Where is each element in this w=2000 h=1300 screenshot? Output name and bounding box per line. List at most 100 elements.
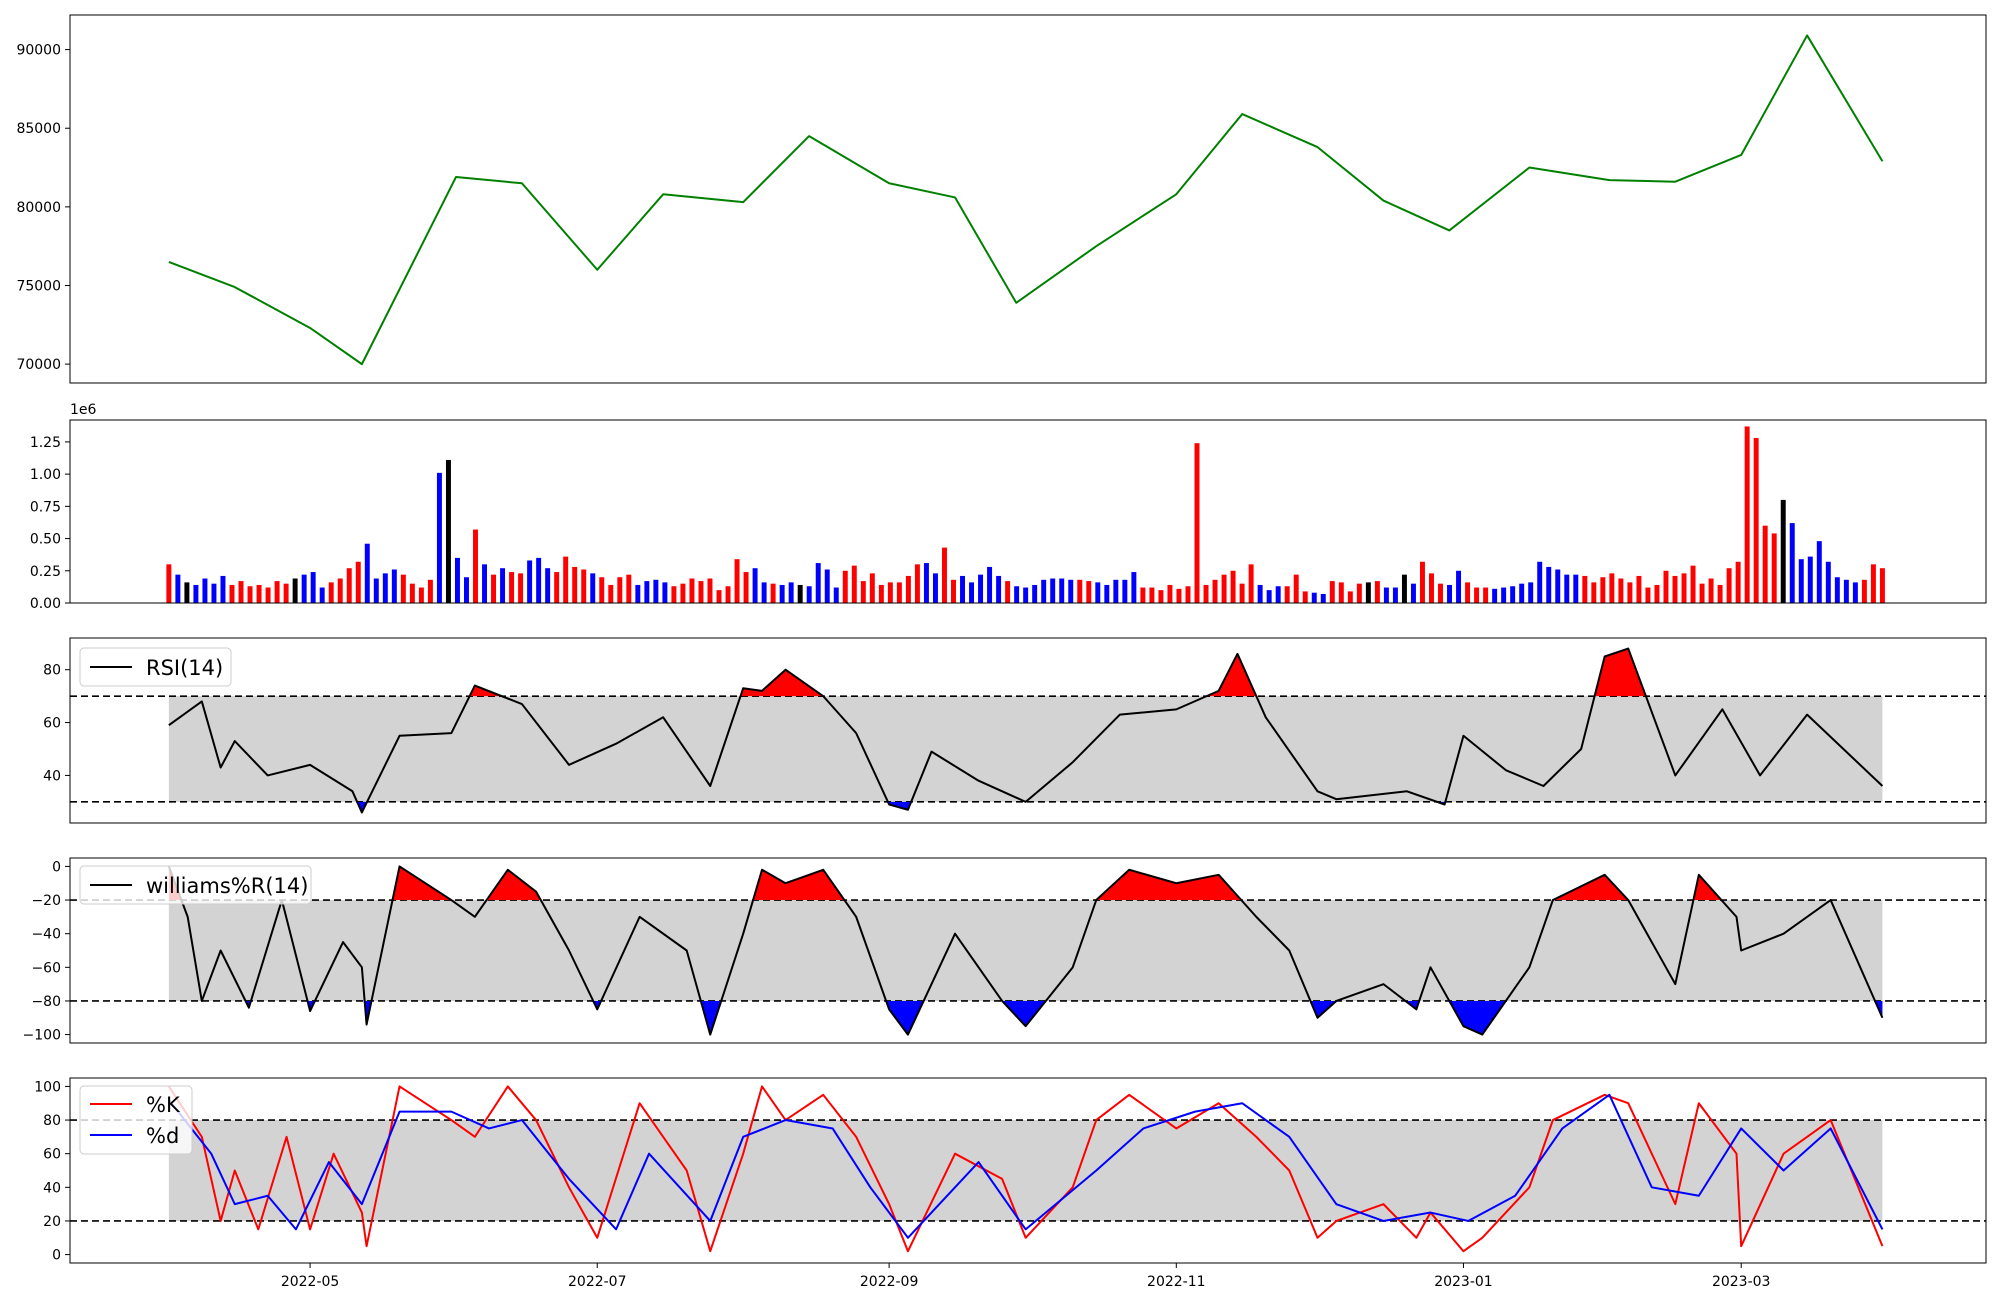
volume-bar bbox=[815, 563, 821, 603]
volume-bar bbox=[662, 582, 668, 603]
volume-bar bbox=[373, 578, 379, 603]
volume-bar bbox=[1410, 583, 1416, 603]
volume-bar bbox=[1230, 570, 1236, 603]
volume-bar bbox=[1293, 574, 1299, 603]
volume-bar bbox=[391, 569, 397, 603]
date-xtick-label: 2022-07 bbox=[568, 1274, 627, 1290]
volume-bar bbox=[337, 578, 343, 603]
volume-bar bbox=[680, 583, 686, 603]
volume-bar bbox=[1807, 556, 1813, 603]
rsi-axes-frame bbox=[69, 637, 1987, 824]
volume-bar bbox=[1095, 582, 1101, 603]
price-ytick-label: 90000 bbox=[16, 43, 61, 59]
volume-bar bbox=[996, 575, 1002, 603]
volume-bar bbox=[1113, 579, 1119, 603]
volume-bar bbox=[833, 587, 839, 603]
williams-overbought-fill bbox=[486, 869, 541, 901]
volume-bar bbox=[617, 577, 623, 603]
volume-bar bbox=[454, 557, 460, 603]
volume-bar bbox=[797, 584, 803, 603]
volume-bar bbox=[1510, 586, 1516, 603]
volume-bar bbox=[229, 584, 235, 603]
volume-bar bbox=[1176, 588, 1182, 603]
volume-bar bbox=[860, 581, 866, 603]
volume-bar bbox=[1474, 587, 1480, 603]
volume-bar bbox=[193, 584, 199, 603]
volume-bar bbox=[310, 572, 316, 603]
williams-ytick-label: −20 bbox=[31, 893, 61, 909]
volume-bar bbox=[1465, 582, 1471, 603]
volume-bar bbox=[1447, 584, 1453, 603]
volume-bar bbox=[1681, 573, 1687, 603]
volume-bar bbox=[319, 587, 325, 603]
date-xtick-label: 2022-11 bbox=[1147, 1274, 1206, 1290]
volume-bar bbox=[608, 584, 614, 603]
volume-bar bbox=[1023, 587, 1029, 603]
volume-bar bbox=[761, 582, 767, 603]
rsi-legend: RSI(14) bbox=[79, 647, 232, 687]
volume-bar bbox=[1600, 577, 1606, 603]
volume-bar bbox=[346, 568, 352, 603]
volume-bar bbox=[969, 582, 975, 603]
price-line bbox=[168, 34, 1884, 366]
volume-bar bbox=[1789, 523, 1795, 603]
volume-bar bbox=[1735, 561, 1741, 603]
volume-bar bbox=[1591, 582, 1597, 603]
williams-overbought-fill bbox=[1693, 874, 1722, 901]
rsi-overbought-fill bbox=[1594, 648, 1646, 697]
volume-bar bbox=[1401, 574, 1407, 603]
williams-panel: −100 −80 −60 −40 −20 0 williams%R(14) bbox=[23, 857, 1987, 1044]
volume-bar bbox=[978, 574, 984, 603]
volume-bar bbox=[1203, 584, 1209, 603]
volume-bar bbox=[482, 564, 487, 603]
volume-bar bbox=[1356, 583, 1362, 603]
stochastic-ytick-label: 0 bbox=[52, 1248, 61, 1264]
date-x-axis: 2022-05 2022-07 2022-09 2022-11 2023-01 2023-… bbox=[281, 1263, 1770, 1290]
volume-bar bbox=[1077, 579, 1083, 603]
volume-bar bbox=[1212, 579, 1218, 603]
volume-bar bbox=[563, 556, 569, 603]
volume-bar bbox=[1041, 579, 1047, 603]
volume-bar bbox=[716, 590, 722, 603]
rsi-oversold-fill bbox=[357, 801, 368, 813]
williams-oversold-fill bbox=[886, 1000, 924, 1035]
volume-bar bbox=[626, 574, 632, 603]
volume-bar bbox=[1050, 578, 1056, 603]
price-axes-frame bbox=[69, 14, 1987, 384]
volume-bar bbox=[698, 581, 704, 603]
volume-bar bbox=[1528, 582, 1534, 603]
volume-bar bbox=[725, 586, 731, 603]
volume-bar bbox=[1699, 583, 1705, 603]
volume-bar bbox=[1870, 564, 1876, 603]
williams-oversold-fill bbox=[1449, 1000, 1506, 1035]
volume-bar bbox=[554, 572, 560, 603]
volume-bar bbox=[1546, 566, 1552, 603]
volume-bar bbox=[1059, 578, 1065, 603]
volume-bar bbox=[355, 561, 361, 603]
volume-axes-frame bbox=[69, 419, 1987, 604]
volume-bar bbox=[1311, 592, 1317, 603]
volume-bar bbox=[941, 547, 947, 603]
k-legend-label: %K bbox=[146, 1093, 181, 1117]
volume-plot-area bbox=[166, 426, 1885, 603]
williams-band-fill bbox=[168, 900, 1883, 1001]
volume-bar bbox=[1672, 575, 1678, 603]
volume-bar bbox=[1257, 584, 1263, 603]
volume-bar bbox=[878, 584, 884, 603]
volume-bar bbox=[1573, 574, 1579, 603]
volume-bar bbox=[1248, 564, 1254, 603]
volume-bar bbox=[301, 574, 307, 603]
volume-bar bbox=[1383, 587, 1389, 603]
volume-bar bbox=[644, 581, 650, 603]
volume-bar bbox=[1266, 590, 1272, 603]
rsi-ytick-label: 60 bbox=[43, 716, 61, 732]
volume-bar bbox=[1618, 578, 1624, 603]
volume-bar bbox=[887, 582, 893, 603]
volume-bar bbox=[689, 578, 695, 603]
volume-bar bbox=[1149, 587, 1155, 603]
volume-ytick-label: 0.25 bbox=[30, 564, 61, 580]
stochastic-ytick-label: 60 bbox=[43, 1147, 61, 1163]
volume-bar bbox=[1365, 582, 1371, 603]
volume-bar bbox=[1329, 581, 1335, 603]
